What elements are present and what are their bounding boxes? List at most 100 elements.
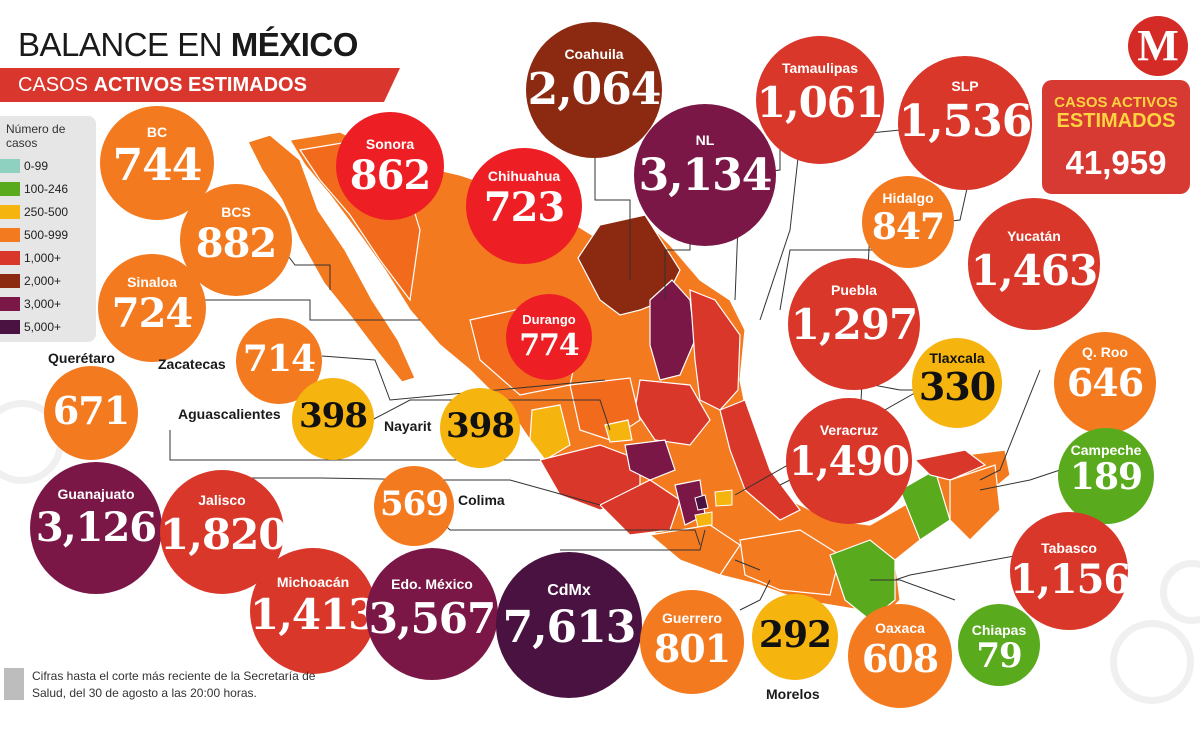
page-title: BALANCE EN MÉXICO (18, 26, 358, 64)
legend-swatch (0, 274, 20, 288)
state-value: 1,463 (970, 246, 1099, 295)
state-bubble-qroo: Q. Roo 646 (1054, 332, 1156, 434)
map-yucatan (913, 449, 987, 481)
map-veracruz (719, 399, 801, 521)
state-value: 671 (52, 388, 130, 433)
subtitle-normal: CASOS (18, 74, 94, 96)
state-bubble-slp: SLP 1,536 (898, 56, 1032, 190)
state-name: Tabasco (1041, 540, 1097, 556)
state-value: 1,297 (790, 300, 919, 349)
state-value: 774 (519, 328, 580, 363)
state-bubble-chihuahua: Chihuahua 723 (466, 148, 582, 264)
state-bubble-colima: 569 (374, 466, 454, 546)
legend-swatch (0, 205, 20, 219)
legend-swatch (0, 297, 20, 311)
map-quintana-roo (949, 464, 1001, 541)
state-value: 3,134 (638, 150, 773, 201)
state-name: Yucatán (1007, 228, 1061, 244)
state-bubble-guanajuato: Guanajuato 3,126 (30, 462, 162, 594)
state-value: 569 (380, 484, 449, 524)
state-bubble-tamaulipas: Tamaulipas 1,061 (756, 36, 884, 164)
state-bubble-sonora: Sonora 862 (336, 112, 444, 220)
map-guanajuato (624, 439, 676, 481)
state-name: Oaxaca (875, 620, 925, 636)
map-oaxaca (739, 529, 841, 596)
state-name: Edo. México (391, 576, 473, 592)
total-value: 41,959 (1065, 144, 1167, 181)
state-value: 646 (1066, 360, 1144, 405)
subtitle-banner (0, 68, 400, 102)
total-label-line2: ESTIMADOS (1056, 110, 1176, 132)
legend-item: 2,000+ (0, 273, 96, 291)
state-name: Q. Roo (1082, 344, 1128, 360)
state-bubble-bc: BC 744 (100, 106, 214, 220)
state-name: Puebla (831, 282, 877, 298)
state-name: BCS (221, 204, 251, 220)
legend-item: 1,000+ (0, 250, 96, 268)
state-bubble-hidalgo: Hidalgo 847 (862, 176, 954, 268)
legend-item: 250-500 (0, 204, 96, 222)
state-bubble-tlaxcala: Tlaxcala 330 (912, 338, 1002, 428)
map-cdmx (694, 494, 709, 511)
state-name: SLP (951, 78, 979, 94)
state-name: Chiapas (971, 622, 1027, 638)
state-value: 724 (111, 290, 194, 337)
state-value: 330 (918, 364, 996, 409)
state-bubble-nayarit: 398 (440, 388, 520, 468)
state-value: 1,413 (250, 590, 378, 639)
legend-item: 100-246 (0, 181, 96, 199)
state-label-aguascalientes: Aguascalientes (178, 406, 281, 422)
state-name: Sinaloa (127, 274, 177, 290)
state-value: 862 (349, 152, 432, 199)
state-bubble-puebla: Puebla 1,297 (788, 258, 920, 390)
legend-swatch (0, 320, 20, 334)
state-name: Guanajuato (57, 486, 135, 502)
state-bubble-guerrero: Guerrero 801 (640, 590, 744, 694)
state-name: Campeche (1070, 442, 1142, 458)
state-value: 1,061 (756, 78, 885, 127)
state-bubble-morelos: 292 (752, 594, 838, 680)
state-value: 3,126 (35, 504, 157, 551)
state-name: BC (146, 124, 168, 140)
state-value: 79 (976, 636, 1022, 676)
map-nuevo-leon (649, 279, 696, 381)
legend-label: 100-246 (24, 182, 69, 196)
state-bubble-edo-mexico: Edo. México 3,567 (366, 548, 498, 680)
state-label-morelos: Morelos (766, 686, 820, 702)
legend-label: 250-500 (24, 205, 69, 219)
state-bubble-veracruz: Veracruz 1,490 (786, 398, 912, 524)
state-name: Veracruz (819, 422, 879, 438)
state-value: 398 (446, 406, 515, 446)
legend-swatch (0, 159, 20, 173)
legend-label: 2,000+ (24, 274, 62, 288)
state-bubble-bcs: BCS 882 (180, 184, 292, 296)
state-value: 847 (871, 206, 945, 248)
state-value: 1,820 (160, 510, 288, 559)
state-name: Sonora (365, 136, 415, 152)
state-bubble-coahuila: Coahuila 2,064 (526, 22, 662, 158)
state-value: 292 (758, 614, 832, 656)
legend: Número de casos 0-99 100-246 250-500 500… (0, 116, 96, 342)
map-tlaxcala (714, 489, 733, 507)
legend-label: 3,000+ (24, 297, 62, 311)
subtitle-bold: ACTIVOS ESTIMADOS (93, 74, 307, 96)
state-name: Hidalgo (882, 190, 934, 206)
total-label-line1: CASOS ACTIVOS (1054, 94, 1178, 111)
legend-swatch (0, 228, 20, 242)
map-nayarit (529, 404, 571, 461)
legend-label: 1,000+ (24, 251, 62, 265)
legend-label: 5,000+ (24, 320, 62, 334)
virus-decoration-right-bottom (1110, 620, 1194, 704)
state-value: 608 (861, 636, 939, 681)
state-value: 7,613 (502, 602, 637, 653)
state-label-colima: Colima (458, 492, 505, 508)
state-bubble-yucatan: Yucatán 1,463 (968, 198, 1100, 330)
state-name: CdMx (547, 582, 591, 599)
state-bubble-oaxaca: Oaxaca 608 (848, 604, 952, 708)
state-bubble-campeche: Campeche 189 (1058, 428, 1154, 524)
state-label-queretaro: Querétaro (48, 350, 115, 366)
state-label-zacatecas: Zacatecas (158, 356, 226, 372)
legend-item: 500-999 (0, 227, 96, 245)
state-name: NL (695, 132, 715, 148)
